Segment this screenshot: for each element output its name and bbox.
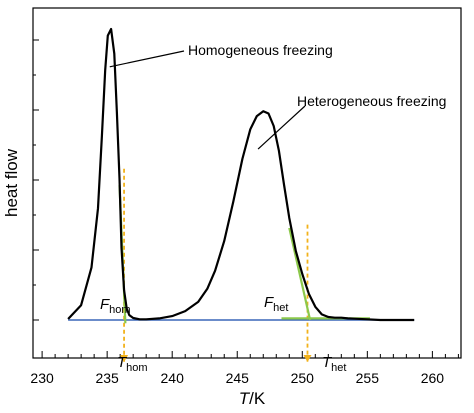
axis-marker-t-het: Thet xyxy=(322,354,346,374)
annotation-leader-heterogeneous xyxy=(257,105,306,150)
annotation-heterogeneous: Heterogeneous freezing xyxy=(297,93,446,109)
x-tick-label: 230 xyxy=(30,370,54,386)
curve-label-f-hom: Fhom xyxy=(100,296,131,316)
x-tick-label: 250 xyxy=(291,370,315,386)
thermogram-curve xyxy=(67,27,415,322)
onset-arrowhead-het xyxy=(303,355,312,362)
y-axis-label: heat flow xyxy=(2,148,21,217)
x-tick-label: 255 xyxy=(356,370,380,386)
x-tick-label: 260 xyxy=(421,370,445,386)
onset-arrowhead-hom xyxy=(120,355,129,362)
axis-marker-t-hom: Thom xyxy=(117,354,148,374)
x-tick-label: 235 xyxy=(95,370,119,386)
plot-frame xyxy=(32,7,462,359)
x-tick-label: 240 xyxy=(161,370,185,386)
annotation-homogeneous: Homogeneous freezing xyxy=(188,42,333,58)
onset-markers xyxy=(120,168,312,362)
y-axis-ticks xyxy=(33,39,39,321)
x-axis-ticks xyxy=(41,351,459,358)
x-axis-tick-labels: 230 235 240 245 250 255 260 xyxy=(30,370,444,386)
curve-label-f-het: Fhet xyxy=(264,294,288,314)
tangent-lines xyxy=(118,185,370,324)
annotation-leader-homogeneous xyxy=(109,50,185,68)
x-tick-label: 245 xyxy=(226,370,250,386)
tangent-het xyxy=(288,227,312,321)
x-axis-label: T/K xyxy=(239,389,266,408)
